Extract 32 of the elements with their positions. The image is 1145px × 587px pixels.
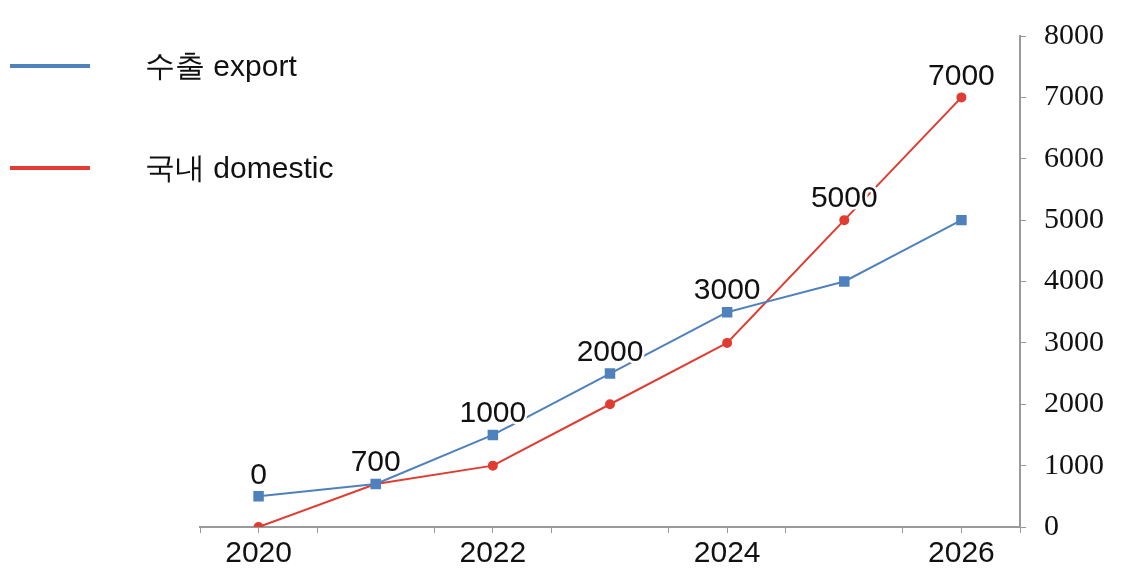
x-tick-label: 2026 — [928, 535, 995, 569]
point — [253, 491, 264, 502]
point — [604, 368, 616, 379]
point — [839, 276, 850, 287]
y-tick-label: 5000 — [1044, 201, 1104, 234]
point — [487, 429, 499, 441]
data-label: 7000 — [928, 57, 995, 91]
legend-label: 수출 export — [145, 47, 297, 84]
data-label: 0 — [250, 456, 267, 490]
point — [956, 214, 967, 226]
point — [956, 92, 967, 103]
x-tick-label: 2020 — [225, 535, 292, 569]
point — [605, 399, 615, 410]
x-tick-label: 2024 — [693, 535, 761, 569]
data-label: 1000 — [459, 395, 527, 429]
y-tick-label: 8000 — [1044, 16, 1104, 50]
point — [722, 337, 733, 348]
y-tick-label: 3000 — [1044, 323, 1104, 357]
data-label: 3000 — [693, 272, 761, 306]
point — [487, 460, 498, 471]
data-label: 2000 — [576, 333, 644, 367]
y-tick-label: 4000 — [1044, 262, 1104, 296]
y-tick-label: 7000 — [1044, 78, 1104, 112]
y-tick-label: 1000 — [1044, 446, 1104, 480]
y-tick-label: 6000 — [1044, 139, 1104, 173]
y-tick-label: 2000 — [1044, 385, 1104, 419]
data-label: 700 — [350, 444, 401, 478]
y-tick-label: 0 — [1044, 507, 1059, 541]
point — [839, 215, 850, 226]
x-tick-label: 2022 — [459, 535, 527, 569]
point — [721, 306, 733, 318]
legend-label: 국내 domestic — [145, 149, 334, 186]
